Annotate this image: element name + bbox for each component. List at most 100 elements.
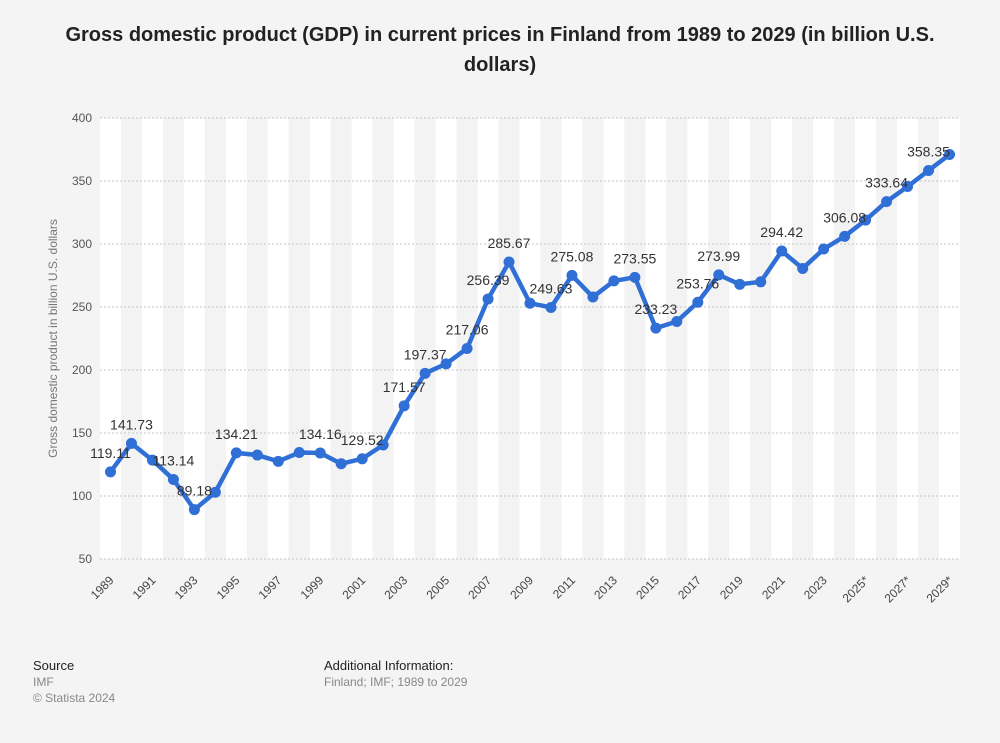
additional-info-block: Additional Information: Finland; IMF; 19… [324,658,467,690]
chart-title: Gross domestic product (GDP) in current … [65,24,935,76]
column-band [645,118,667,559]
y-axis-label: Gross domestic product in billion U.S. d… [46,219,60,458]
column-band [393,118,415,559]
column-band [225,118,247,559]
column-band [771,118,793,559]
data-point [923,164,935,176]
data-label: 171.57 [383,379,426,395]
y-tick-label: 350 [72,174,92,188]
data-point [104,466,116,478]
data-label: 134.21 [215,426,258,442]
data-label: 119.11 [90,445,131,461]
column-band [267,118,289,559]
data-point [524,297,536,309]
data-label: 306.08 [823,209,866,225]
data-label: 249.63 [530,280,573,296]
column-band [939,118,960,559]
data-point [713,269,725,281]
y-tick-label: 50 [79,552,93,566]
y-tick-label: 150 [72,426,92,440]
data-label: 273.55 [613,250,656,266]
column-band [100,118,121,559]
y-tick-label: 200 [72,363,92,377]
data-point [356,453,368,465]
column-band [792,118,814,559]
x-tick-label: 2017 [675,573,704,602]
data-label: 273.99 [697,248,740,264]
x-tick-label: 2027* [882,573,914,605]
column-band [414,118,436,559]
data-point [881,196,893,208]
data-point [461,343,473,355]
column-band [141,118,163,559]
column-band [120,118,142,559]
column-band [372,118,394,559]
x-tick-label: 2023 [801,573,830,602]
y-tick-label: 400 [72,111,92,125]
data-point [944,149,956,161]
data-point [419,367,431,379]
column-band [918,118,940,559]
data-point [503,256,515,268]
column-band [708,118,730,559]
column-band [897,118,919,559]
data-point [314,447,326,459]
data-label: 89.18 [177,483,212,499]
data-label: 256.39 [467,272,510,288]
y-tick-label: 250 [72,300,92,314]
column-band [729,118,751,559]
x-tick-label: 2007 [465,573,494,602]
column-band [750,118,772,559]
column-band [540,118,562,559]
data-point [566,269,578,281]
data-point [482,293,494,305]
source-block: Source IMF © Statista 2024 [33,658,115,706]
additional-info-text: Finland; IMF; 1989 to 2029 [324,675,468,689]
data-point [377,439,389,451]
data-point [146,454,158,466]
column-band [309,118,331,559]
data-label: 333.64 [865,175,908,191]
data-label: 253.76 [676,275,719,291]
x-tick-label: 2013 [591,573,620,602]
data-point [230,447,242,459]
data-label: 217.06 [446,322,489,338]
x-tick-label: 2025* [840,573,872,605]
data-point [734,278,746,290]
column-band [162,118,184,559]
column-band [246,118,268,559]
data-point [293,447,305,459]
data-point [188,504,200,516]
x-tick-label: 1993 [172,573,201,602]
data-point [335,458,347,470]
data-point [755,276,767,288]
x-tick-label: 2011 [550,573,578,601]
column-band [582,118,604,559]
data-point [776,245,788,257]
column-band [477,118,499,559]
data-label: 233.23 [634,301,677,317]
column-band [204,118,226,559]
column-band [435,118,457,559]
column-band [666,118,688,559]
x-tick-label: 2019 [717,573,746,602]
column-band [351,118,373,559]
y-tick-label: 100 [72,489,92,503]
data-point [650,322,662,334]
x-tick-label: 1999 [298,573,327,602]
data-label: 275.08 [551,248,594,264]
copyright-text: © Statista 2024 [33,691,116,705]
data-point [398,400,410,412]
data-point [692,296,704,308]
data-point [209,486,221,498]
column-band [183,118,205,559]
x-tick-label: 1989 [88,573,117,602]
data-point [587,291,599,303]
x-tick-label: 2009 [507,573,536,602]
data-label: 285.67 [488,235,531,251]
data-label: 141.73 [110,416,153,432]
data-point [818,243,830,255]
column-band [498,118,520,559]
data-label: 358.35 [907,143,950,159]
